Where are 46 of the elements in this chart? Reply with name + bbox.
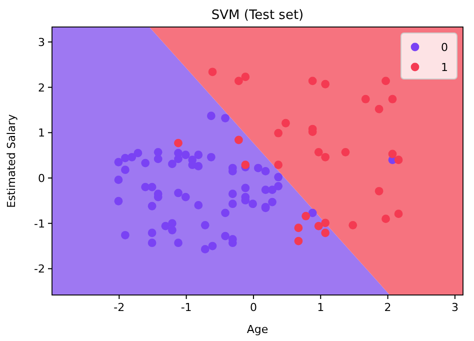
- y-tick-label: 1: [38, 126, 45, 140]
- point: [388, 150, 397, 158]
- point: [348, 220, 358, 230]
- point: [374, 186, 384, 196]
- point: [308, 76, 317, 86]
- point: [388, 94, 397, 104]
- point: [241, 72, 250, 82]
- point: [374, 104, 384, 114]
- point: [314, 148, 323, 156]
- point: [208, 68, 217, 76]
- point: [361, 94, 370, 104]
- point: [294, 236, 303, 246]
- chart-title: SVM (Test set): [211, 8, 304, 23]
- x-tick-label: -2: [114, 301, 125, 314]
- point: [314, 222, 323, 230]
- point: [321, 152, 330, 162]
- point: [274, 128, 283, 138]
- y-axis-title: Estimated Salary: [5, 114, 18, 208]
- point: [382, 76, 390, 86]
- point: [394, 156, 403, 164]
- point: [341, 148, 350, 156]
- legend-label: 0: [441, 41, 448, 54]
- point: [321, 228, 330, 238]
- x-tick-label: 2: [384, 301, 392, 314]
- y-tick-label: 0: [38, 172, 45, 186]
- point: [174, 138, 182, 148]
- point: [302, 212, 310, 220]
- x-tick-label: 3: [451, 301, 458, 314]
- point: [321, 80, 330, 88]
- legend-label: 1: [441, 61, 448, 74]
- x-tick-label: -1: [180, 301, 192, 314]
- x-axis-title: Age: [246, 323, 268, 336]
- point: [274, 160, 283, 170]
- point: [321, 218, 330, 228]
- y-tick-label: -2: [34, 262, 45, 276]
- point: [382, 214, 390, 224]
- x-tick-label: 0: [250, 301, 257, 314]
- y-tick-label: -1: [34, 217, 45, 230]
- point: [394, 210, 403, 218]
- y-tick-label: 2: [38, 81, 45, 94]
- point: [294, 224, 303, 232]
- x-tick-label: 1: [317, 301, 324, 314]
- y-tick-label: 3: [38, 36, 45, 49]
- point: [234, 76, 243, 86]
- point: [282, 118, 290, 128]
- point: [234, 136, 243, 144]
